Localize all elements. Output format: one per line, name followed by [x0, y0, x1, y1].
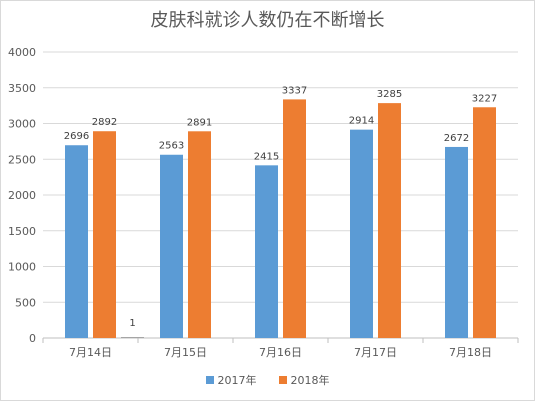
legend-label-2018: 2018年 [290, 374, 330, 387]
data-label: 2892 [92, 117, 117, 128]
y-tick-label: 4000 [8, 46, 36, 59]
legend-item-2017: 2017年 [205, 372, 257, 388]
annotation-label: 1 [129, 318, 135, 329]
data-label: 2696 [64, 131, 89, 142]
chart-title: 皮肤科就诊人数仍在不断增长 [150, 10, 385, 31]
x-tick-label: 7月18日 [449, 346, 492, 359]
bar-2017年 [160, 154, 183, 338]
bar-2018年 [473, 107, 496, 338]
bar-2018年 [93, 131, 116, 338]
annotation-bar [121, 337, 144, 338]
data-label: 2891 [187, 117, 212, 128]
data-label: 2563 [159, 141, 184, 152]
data-label: 3337 [282, 85, 307, 96]
bar-2018年 [283, 99, 306, 338]
bar-2017年 [255, 165, 278, 338]
y-tick-label: 1000 [8, 261, 36, 274]
legend-label-2017: 2017年 [217, 374, 257, 387]
data-label: 3227 [472, 93, 497, 104]
y-tick-label: 1500 [8, 225, 36, 238]
bar-2018年 [188, 131, 211, 338]
legend-swatch-2017 [205, 376, 214, 384]
data-label: 3285 [377, 89, 402, 100]
bar-2017年 [350, 129, 373, 338]
bar-2017年 [445, 146, 468, 338]
x-tick-label: 7月17日 [354, 346, 397, 359]
data-label: 2914 [349, 116, 374, 127]
y-tick-label: 0 [29, 332, 36, 345]
x-tick-label: 7月16日 [259, 346, 302, 359]
legend-item-2018: 2018年 [278, 372, 330, 388]
y-tick-label: 2000 [8, 189, 36, 202]
x-tick-label: 7月14日 [69, 346, 112, 359]
data-label: 2415 [254, 151, 279, 162]
x-tick-label: 7月15日 [164, 346, 207, 359]
y-tick-label: 2500 [8, 153, 36, 166]
y-tick-label: 500 [15, 296, 36, 309]
bar-2017年 [65, 145, 88, 338]
legend: 2017年 2018年 [0, 372, 535, 388]
bar-2018年 [378, 103, 401, 338]
data-label: 2672 [444, 133, 469, 144]
y-tick-label: 3500 [8, 82, 36, 95]
legend-swatch-2018 [278, 376, 287, 384]
y-tick-label: 3000 [8, 118, 36, 131]
